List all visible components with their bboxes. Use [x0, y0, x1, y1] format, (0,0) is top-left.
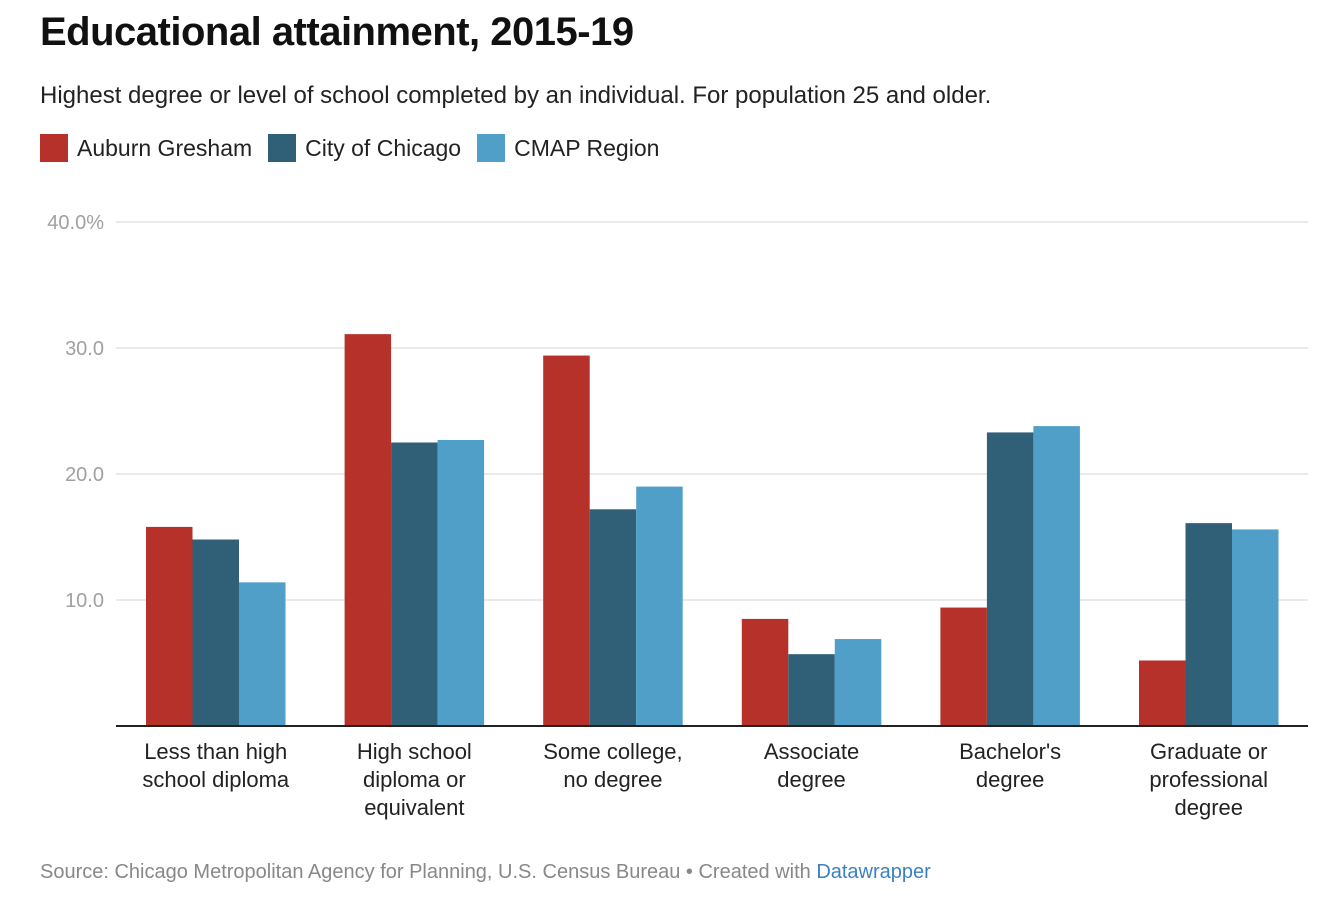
- chart-subtitle: Highest degree or level of school comple…: [40, 82, 992, 109]
- x-tick-label: degree: [976, 767, 1045, 792]
- legend-label: City of Chicago: [305, 134, 462, 161]
- bar: [1232, 529, 1279, 726]
- bar: [344, 334, 392, 726]
- chart-title: Educational attainment, 2015-19: [40, 10, 634, 54]
- bar: [192, 539, 239, 726]
- legend-label: CMAP Region: [514, 134, 660, 161]
- y-tick-label: 20.0: [65, 464, 104, 486]
- datawrapper-link[interactable]: Datawrapper: [816, 861, 931, 883]
- bar: [986, 432, 1034, 726]
- x-tick-label: professional: [1149, 767, 1268, 792]
- y-tick-label: 10.0: [65, 590, 104, 612]
- bar: [834, 639, 882, 726]
- x-tick-label: Bachelor's: [959, 739, 1061, 764]
- bar: [146, 526, 193, 726]
- bar: [1139, 660, 1186, 726]
- x-tick-label: diploma or: [363, 767, 466, 792]
- bar: [391, 442, 438, 726]
- legend-item-cmap-region: CMAP Region: [477, 134, 659, 162]
- source-footer: Source: Chicago Metropolitan Agency for …: [40, 861, 931, 884]
- x-tick-label: Some college,: [543, 739, 682, 764]
- bar: [1033, 426, 1080, 726]
- x-tick-label: Less than high: [144, 739, 287, 764]
- legend-swatch: [268, 134, 297, 162]
- source-text: Source: Chicago Metropolitan Agency for …: [40, 861, 817, 883]
- x-tick-label: Graduate or: [1150, 739, 1267, 764]
- x-tick-label: degree: [777, 767, 846, 792]
- y-tick-label: 40.0%: [47, 212, 104, 234]
- legend-swatch: [40, 134, 68, 162]
- x-tick-label: Associate: [764, 739, 859, 764]
- bar: [788, 654, 835, 726]
- x-tick-label: school diploma: [142, 767, 290, 792]
- y-tick-label: 30.0: [65, 338, 104, 360]
- bar: [741, 618, 789, 726]
- x-tick-label: High school: [357, 739, 472, 764]
- legend: Auburn Gresham City of Chicago CMAP Regi…: [40, 134, 675, 162]
- bar: [636, 486, 683, 726]
- bar: [239, 582, 286, 726]
- legend-swatch: [477, 134, 506, 162]
- bar: [543, 355, 590, 726]
- bar: [437, 439, 485, 726]
- legend-label: Auburn Gresham: [77, 134, 253, 161]
- legend-item-city-of-chicago: City of Chicago: [268, 134, 461, 162]
- x-tick-label: degree: [1174, 795, 1243, 820]
- legend-item-auburn-gresham: Auburn Gresham: [40, 134, 252, 162]
- bar: [940, 607, 987, 726]
- bar: [589, 509, 637, 726]
- x-tick-label: equivalent: [364, 795, 464, 820]
- bar: [1185, 523, 1232, 726]
- x-tick-label: no degree: [563, 767, 662, 792]
